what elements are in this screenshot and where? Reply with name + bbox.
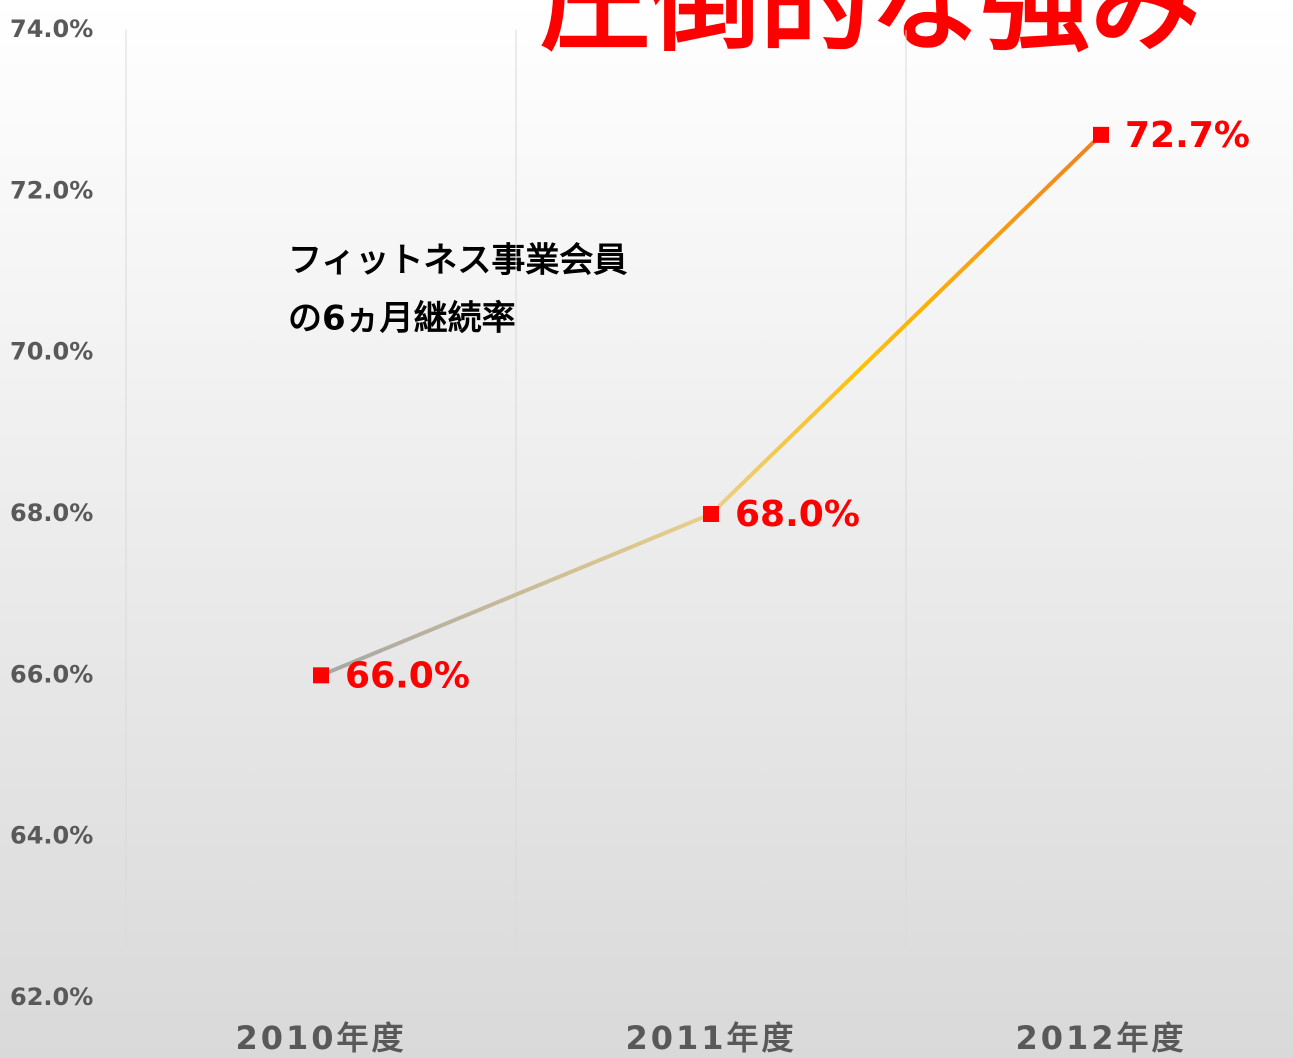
annotation: フィットネス事業会員	[288, 241, 627, 281]
marker	[703, 506, 719, 522]
y-tick-label: 68.0%	[10, 499, 93, 527]
y-tick-label: 74.0%	[10, 15, 93, 43]
marker	[1093, 126, 1109, 143]
y-tick-label: 62.0%	[10, 983, 93, 1011]
annotation: の6ヵ月継続率	[288, 299, 516, 339]
marker	[313, 667, 329, 684]
data-label: 66.0%	[345, 655, 470, 696]
data-label: 72.7%	[1125, 115, 1250, 156]
x-tick-label: 2010年度	[235, 1019, 406, 1057]
x-tick-label: 2012年度	[1015, 1019, 1186, 1057]
y-tick-label: 64.0%	[10, 822, 93, 850]
data-label: 68.0%	[735, 494, 860, 535]
y-tick-label: 72.0%	[10, 176, 93, 204]
y-tick-label: 66.0%	[10, 660, 93, 688]
chart-title: 圧倒的な強み	[540, 0, 1200, 66]
x-tick-label: 2011年度	[625, 1019, 796, 1057]
y-tick-label: 70.0%	[10, 338, 93, 366]
